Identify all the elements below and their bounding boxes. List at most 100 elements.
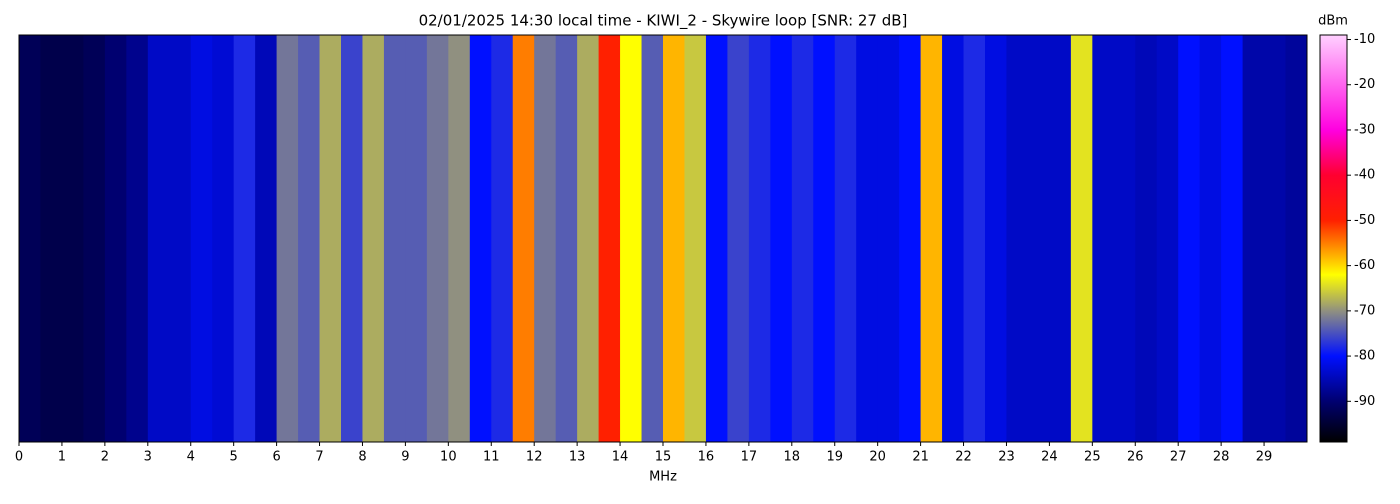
heat-cell <box>1049 35 1072 442</box>
x-tick-label: 18 <box>784 450 801 465</box>
colorbar-tick-label: -80 <box>1354 349 1375 364</box>
heat-cell <box>813 35 836 442</box>
heat-cell <box>190 35 213 442</box>
heat-cell <box>469 35 492 442</box>
heat-cell <box>1027 35 1050 442</box>
x-tick-label: 25 <box>1084 450 1101 465</box>
heat-cell <box>727 35 750 442</box>
x-tick-label: 13 <box>569 450 586 465</box>
x-tick-label: 17 <box>741 450 758 465</box>
x-tick-label: 9 <box>401 450 409 465</box>
heat-cell <box>341 35 363 442</box>
heat-cell <box>1070 35 1093 442</box>
heat-cell <box>83 35 106 442</box>
colorbar <box>1319 34 1348 443</box>
heat-cell <box>255 35 278 442</box>
heat-cell <box>319 35 342 442</box>
x-tick-label: 14 <box>612 450 629 465</box>
x-tick-label: 3 <box>144 450 152 465</box>
x-tick-label: 22 <box>955 450 972 465</box>
heat-cell <box>856 35 879 442</box>
heat-cell <box>1178 35 1201 442</box>
heat-cell <box>620 35 643 442</box>
x-tick-label: 15 <box>655 450 672 465</box>
heat-cell <box>1156 35 1179 442</box>
x-tick-label: 26 <box>1127 450 1144 465</box>
heat-cell <box>1113 35 1136 442</box>
heat-cell <box>212 35 235 442</box>
heat-cell <box>985 35 1007 442</box>
colorbar-label: dBm <box>1318 14 1348 29</box>
x-tick-label: 29 <box>1256 450 1273 465</box>
heat-cell <box>1135 35 1158 442</box>
heat-cell <box>147 35 170 442</box>
heat-cell <box>1006 35 1029 442</box>
heat-cell <box>877 35 900 442</box>
heat-cell <box>641 35 664 442</box>
heat-cell <box>663 35 685 442</box>
heat-cell <box>426 35 449 442</box>
heat-cell <box>534 35 557 442</box>
heat-cell <box>298 35 321 442</box>
x-tick-label: 28 <box>1213 450 1230 465</box>
colorbar-tick-label: -70 <box>1354 303 1375 318</box>
colorbar-tick-label: -50 <box>1354 213 1375 228</box>
heat-cell <box>61 35 84 442</box>
x-tick-label: 4 <box>187 450 195 465</box>
heat-cell <box>791 35 814 442</box>
heat-cell <box>942 35 965 442</box>
heat-cell <box>448 35 471 442</box>
heat-cell <box>834 35 857 442</box>
heat-cell <box>1285 35 1308 442</box>
x-tick-label: 1 <box>58 450 66 465</box>
heat-cell <box>104 35 127 442</box>
x-tick-label: 20 <box>869 450 886 465</box>
heat-cell <box>1264 35 1287 442</box>
heat-cell <box>362 35 385 442</box>
x-tick-label: 10 <box>440 450 457 465</box>
heat-cell <box>491 35 514 442</box>
x-tick-label: 5 <box>230 450 238 465</box>
heat-cell <box>1242 35 1265 442</box>
x-tick-label: 6 <box>272 450 280 465</box>
x-tick-label: 8 <box>358 450 366 465</box>
heat-cell <box>276 35 299 442</box>
x-tick-label: 12 <box>526 450 543 465</box>
colorbar-tick-label: -30 <box>1354 122 1375 137</box>
heat-cell <box>920 35 943 442</box>
colorbar-tick-label: -40 <box>1354 168 1375 183</box>
x-tick-label: 23 <box>998 450 1015 465</box>
heat-cell <box>1199 35 1222 442</box>
heat-cell <box>383 35 406 442</box>
heat-cell <box>1221 35 1244 442</box>
heat-cell <box>169 35 192 442</box>
x-tick-label: 2 <box>101 450 109 465</box>
colorbar-tick-label: -20 <box>1354 77 1375 92</box>
heat-cell <box>684 35 707 442</box>
heat-cell <box>512 35 535 442</box>
heat-cell <box>40 35 63 442</box>
x-tick-label: 16 <box>698 450 715 465</box>
heat-cell <box>19 35 41 442</box>
heat-cell <box>405 35 428 442</box>
x-tick-label: 7 <box>315 450 323 465</box>
heat-cell <box>748 35 771 442</box>
x-tick-label: 11 <box>483 450 500 465</box>
x-axis-label: MHz <box>649 470 677 485</box>
heat-cell <box>555 35 578 442</box>
x-tick-label: 24 <box>1041 450 1058 465</box>
heat-cell <box>705 35 728 442</box>
heat-cell <box>598 35 621 442</box>
colorbar-tick-label: -10 <box>1354 32 1375 47</box>
heat-cell <box>126 35 149 442</box>
heat-cell <box>899 35 922 442</box>
colorbar-tick-label: -90 <box>1354 394 1375 409</box>
x-tick-label: 27 <box>1170 450 1187 465</box>
colorbar-tick-label: -60 <box>1354 258 1375 273</box>
heat-cell <box>577 35 600 442</box>
heat-cell <box>770 35 793 442</box>
x-tick-label: 19 <box>826 450 843 465</box>
chart-title: 02/01/2025 14:30 local time - KIWI_2 - S… <box>419 12 908 31</box>
x-tick-label: 21 <box>912 450 929 465</box>
